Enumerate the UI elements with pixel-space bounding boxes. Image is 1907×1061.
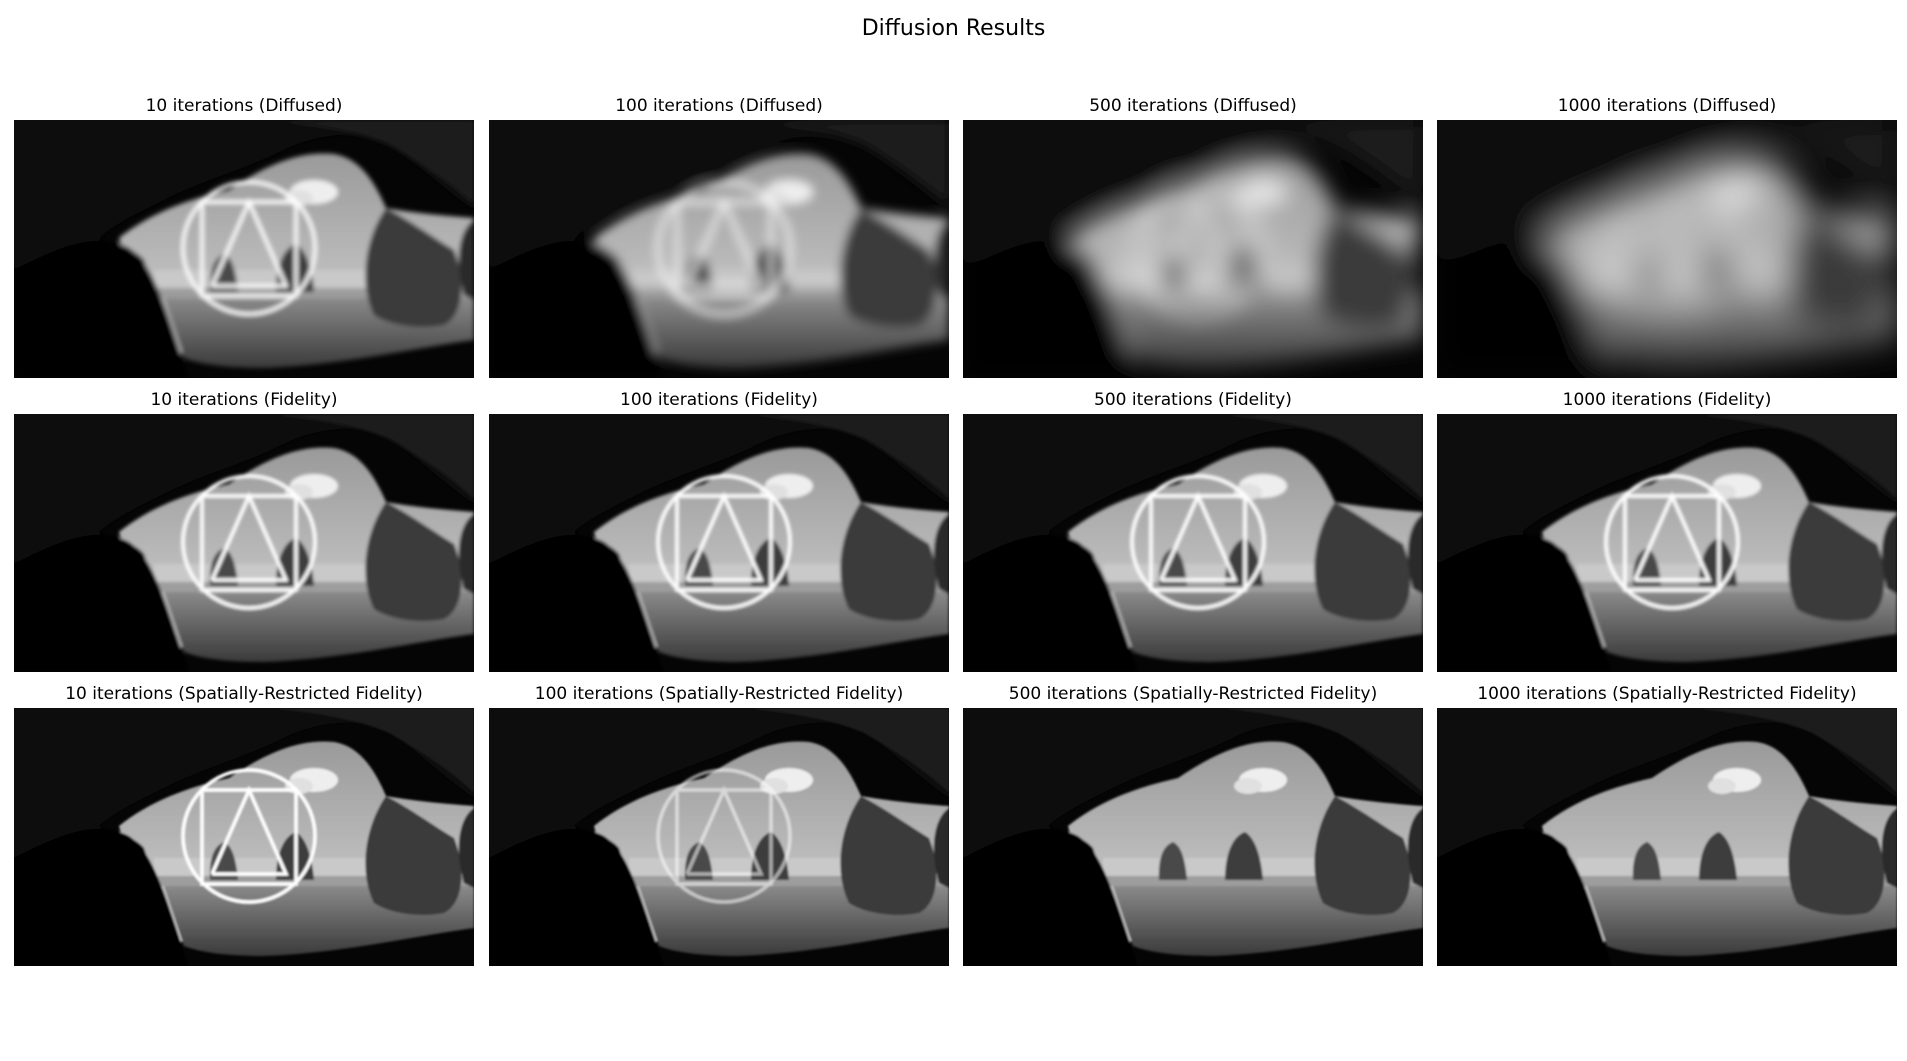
panel-title: 10 iterations (Spatially-Restricted Fide…: [14, 682, 474, 706]
panel-title: 100 iterations (Spatially-Restricted Fid…: [489, 682, 949, 706]
result-panel: 10 iterations (Diffused): [14, 94, 474, 376]
result-panel: 1000 iterations (Diffused): [1437, 94, 1897, 376]
panel-image: [963, 414, 1423, 672]
panel-title: 500 iterations (Spatially-Restricted Fid…: [963, 682, 1423, 706]
figure-title: Diffusion Results: [0, 16, 1907, 42]
panel-image: [14, 120, 474, 378]
panel-image: [14, 708, 474, 966]
panel-title: 100 iterations (Diffused): [489, 94, 949, 118]
result-panel: 100 iterations (Diffused): [489, 94, 949, 376]
panel-image: [14, 414, 474, 672]
panel-title: 1000 iterations (Diffused): [1437, 94, 1897, 118]
panel-image: [489, 708, 949, 966]
panel-title: 500 iterations (Fidelity): [963, 388, 1423, 412]
panel-title: 500 iterations (Diffused): [963, 94, 1423, 118]
result-panel: 500 iterations (Fidelity): [963, 388, 1423, 670]
panel-image: [1437, 414, 1897, 672]
panel-title: 10 iterations (Fidelity): [14, 388, 474, 412]
panel-image: [963, 120, 1423, 378]
panel-image: [489, 120, 949, 378]
panel-image: [1437, 708, 1897, 966]
panel-image: [1437, 120, 1897, 378]
result-panel: 100 iterations (Fidelity): [489, 388, 949, 670]
panel-image: [963, 708, 1423, 966]
panel-title: 100 iterations (Fidelity): [489, 388, 949, 412]
result-panel: 100 iterations (Spatially-Restricted Fid…: [489, 682, 949, 964]
panel-title: 1000 iterations (Fidelity): [1437, 388, 1897, 412]
panel-title: 10 iterations (Diffused): [14, 94, 474, 118]
panel-image: [489, 414, 949, 672]
result-panel: 10 iterations (Fidelity): [14, 388, 474, 670]
result-panel: 10 iterations (Spatially-Restricted Fide…: [14, 682, 474, 964]
result-panel: 500 iterations (Diffused): [963, 94, 1423, 376]
panel-title: 1000 iterations (Spatially-Restricted Fi…: [1437, 682, 1897, 706]
result-panel: 500 iterations (Spatially-Restricted Fid…: [963, 682, 1423, 964]
result-panel: 1000 iterations (Fidelity): [1437, 388, 1897, 670]
result-panel: 1000 iterations (Spatially-Restricted Fi…: [1437, 682, 1897, 964]
